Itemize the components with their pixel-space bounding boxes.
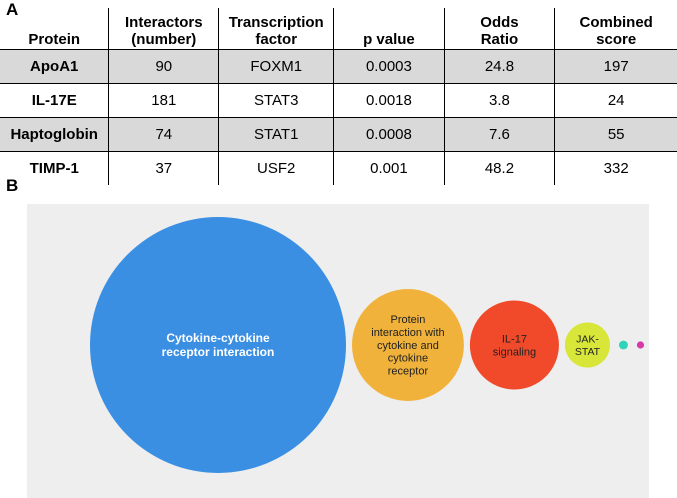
header-p-value: p value [333, 8, 445, 50]
cell-transcription-factor: FOXM1 [218, 49, 334, 84]
header-text: (number) [131, 31, 197, 48]
bubble-dot-1 [619, 340, 628, 350]
cell-transcription-factor: STAT1 [218, 117, 334, 152]
cell-odds-ratio: 7.6 [443, 117, 555, 152]
bubble-circle [352, 289, 464, 401]
bubble-cytokine-cytokine-receptor: Cytokine-cytokine receptor interaction [90, 217, 346, 473]
bubble-dot-2 [636, 341, 645, 349]
bubble-label: Cytokine-cytokine receptor interaction [162, 331, 275, 359]
table-row: ApoA1 90 FOXM1 0.0003 24.8 197 [0, 49, 677, 84]
cell-interactors: 181 [108, 83, 219, 118]
header-text: Combined [579, 14, 653, 31]
cell-odds-ratio: 24.8 [443, 49, 555, 84]
header-interactors: Interactors (number) [108, 8, 219, 50]
table-row: IL-17E 181 STAT3 0.0018 3.8 24 [0, 83, 677, 118]
enrichment-table: Protein Interactors (number) Transcription f… [0, 8, 677, 185]
bubble-il-17-signaling: IL-17 signaling [469, 300, 559, 390]
header-odds-ratio: Odds Ratio [443, 8, 555, 50]
header-text: Transcription [228, 14, 324, 31]
header-text: score [596, 31, 637, 48]
cell-odds-ratio: 3.8 [443, 83, 555, 118]
header-text: Odds [480, 14, 519, 31]
cell-combined-score: 197 [554, 49, 677, 84]
cell-protein: TIMP-1 [29, 160, 79, 177]
cell-odds-ratio: 48.2 [443, 151, 555, 185]
header-transcription-factor: Transcription factor [218, 8, 334, 50]
bubble-circle [564, 322, 611, 368]
cell-combined-score: 332 [554, 151, 677, 185]
cell-transcription-factor: USF2 [218, 151, 334, 185]
cell-transcription-factor: STAT3 [218, 83, 334, 118]
bubble-chart: Cytokine-cytokine receptor interaction Pro… [90, 217, 645, 473]
cell-p-value: 0.001 [333, 151, 445, 185]
header-combined-score: Combined score [554, 8, 677, 50]
cell-p-value: 0.0008 [333, 117, 445, 152]
cell-p-value: 0.0018 [333, 83, 445, 118]
bubble-circle [469, 300, 559, 390]
panel-b-label: B [6, 176, 19, 195]
table-row: Haptoglobin 74 STAT1 0.0008 7.6 55 [0, 117, 677, 152]
header-text: Interactors [125, 14, 203, 31]
table-row: TIMP-1 37 USF2 0.001 48.2 332 [0, 151, 677, 185]
bubble-jak-stat: JAK-STAT [564, 322, 611, 368]
cell-combined-score: 55 [554, 117, 677, 152]
header-text: Protein [28, 31, 81, 48]
cell-combined-score: 24 [554, 83, 677, 118]
cell-interactors: 90 [108, 49, 219, 84]
cell-protein: Haptoglobin [0, 117, 109, 152]
bubble-circle [619, 340, 628, 350]
cell-interactors: 74 [108, 117, 219, 152]
bubble-label: IL-17 signaling [493, 333, 536, 358]
table-header-row: Protein Interactors (number) Transcription f… [0, 8, 677, 50]
cell-protein: IL-17E [0, 83, 109, 118]
cell-p-value: 0.0003 [333, 49, 445, 84]
header-text: factor [255, 31, 298, 48]
bubble-circle [636, 341, 645, 349]
cell-interactors: 37 [108, 151, 219, 185]
bubble-label: JAK-STAT [575, 334, 601, 358]
bubble-circle [90, 217, 346, 473]
bubble-chart-panel: Cytokine-cytokine receptor interaction Pro… [27, 204, 649, 498]
header-protein: Protein [0, 8, 109, 50]
bubble-label: Protein interaction with cytokine and cytok… [371, 314, 444, 377]
header-text: p value [363, 31, 415, 48]
bubble-protein-interaction-cytokine: Protein interaction with cytokine and cytok… [352, 289, 464, 401]
cell-protein: ApoA1 [0, 49, 109, 84]
header-text: Ratio [480, 31, 519, 48]
